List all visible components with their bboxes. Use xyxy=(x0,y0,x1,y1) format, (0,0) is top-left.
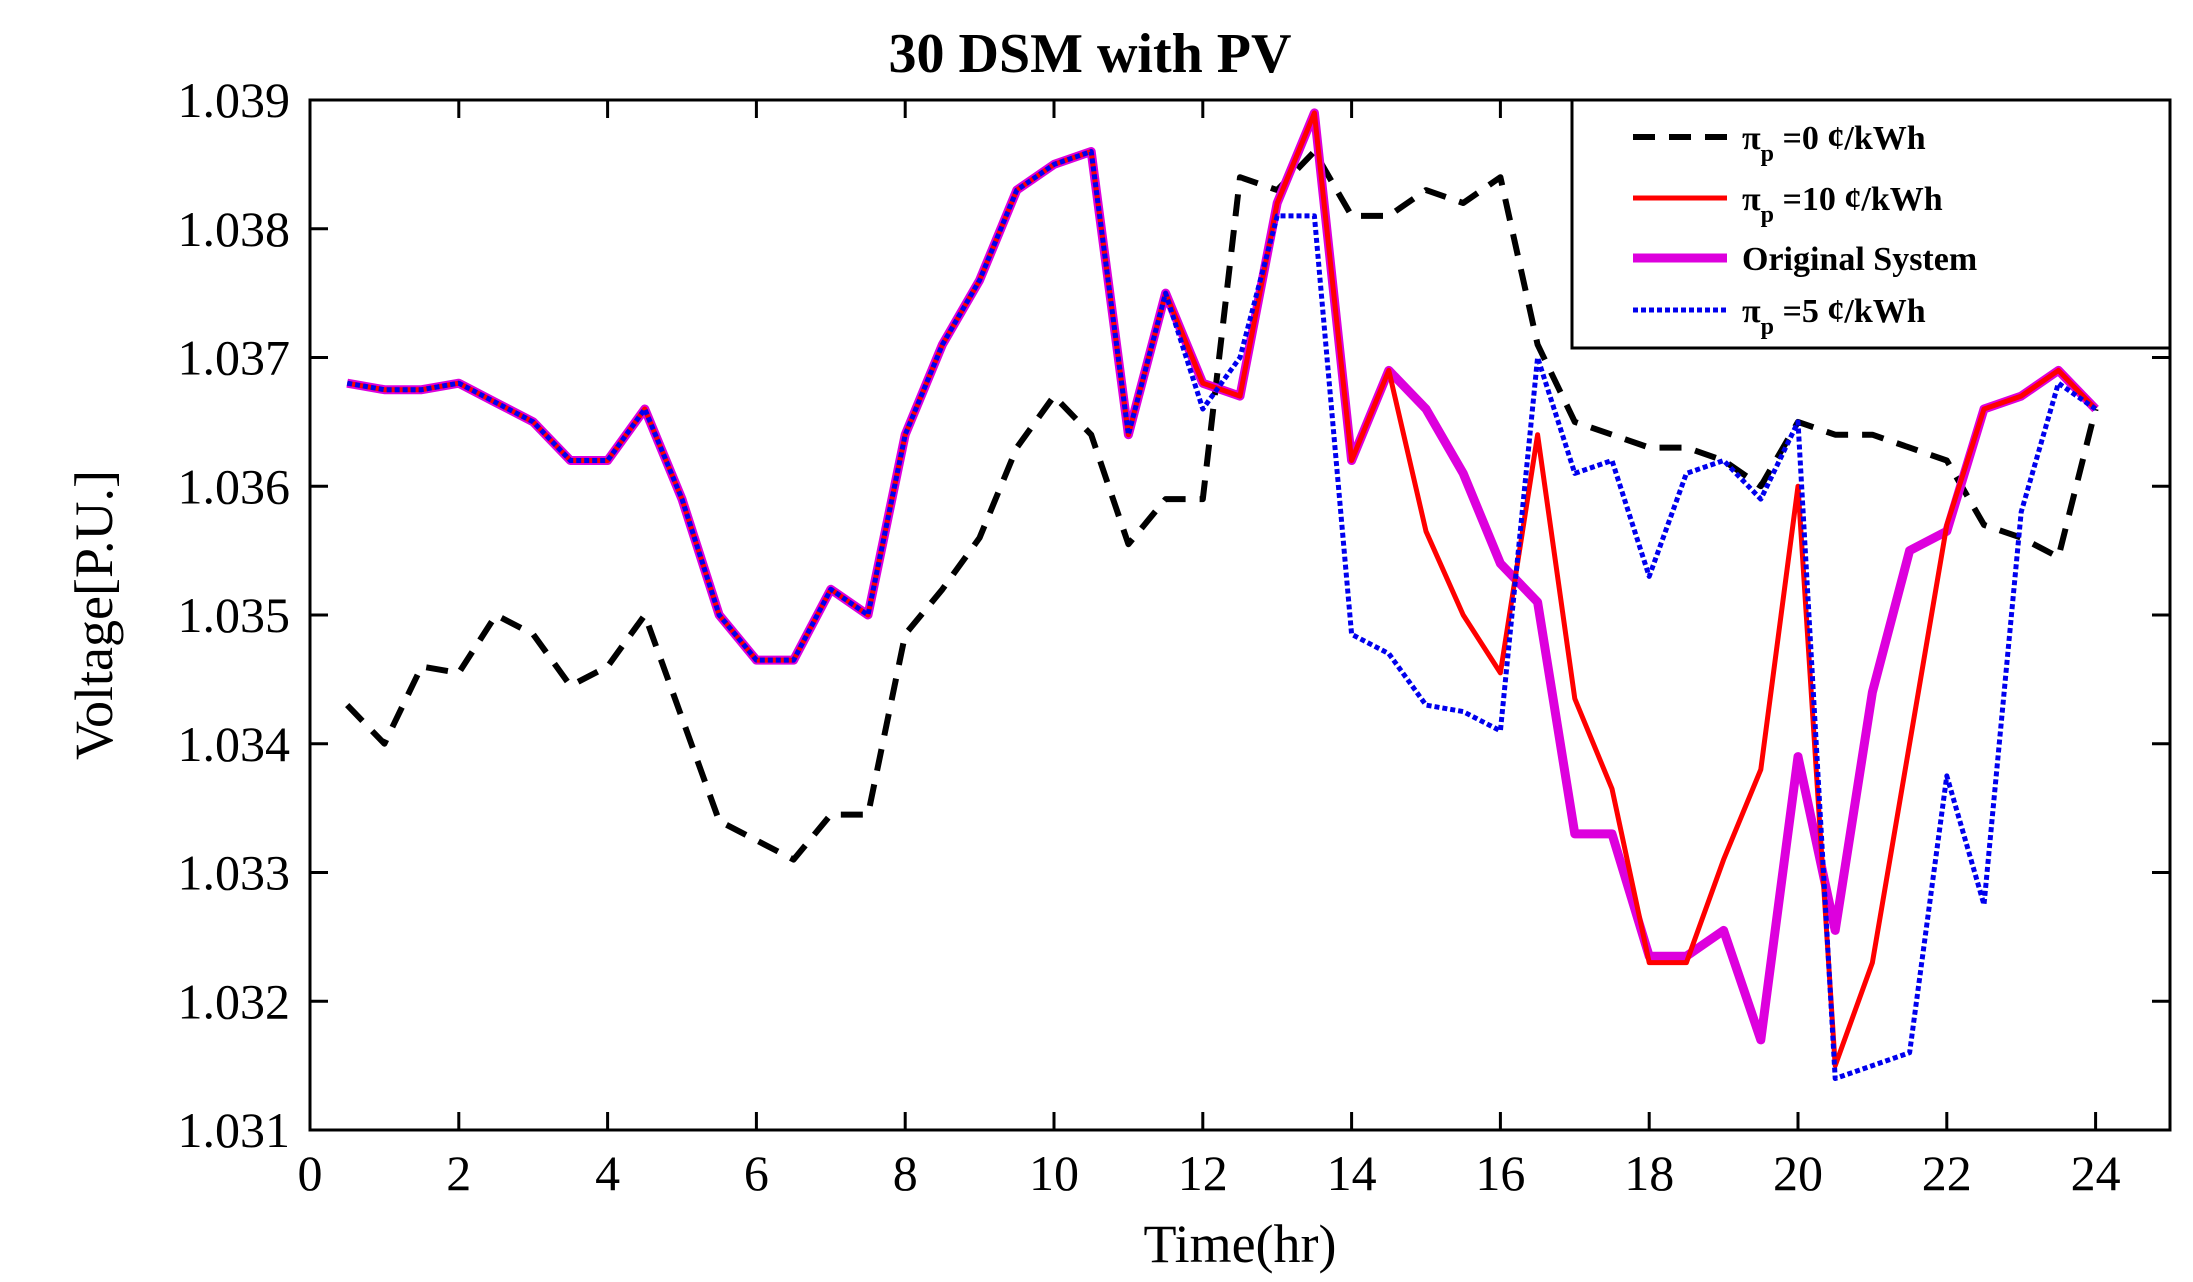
y-tick-label: 1.034 xyxy=(178,716,291,772)
x-tick-label: 24 xyxy=(2071,1145,2121,1201)
legend-label: πp =0 ¢/kWh xyxy=(1742,120,1926,167)
x-axis-label: Time(hr) xyxy=(1143,1214,1336,1274)
legend-label: Original System xyxy=(1742,241,1977,278)
series-line-1 xyxy=(345,148,2099,863)
y-axis-label: Voltage[P.U.] xyxy=(64,470,124,760)
ticks-layer: 0 2 4 6 8 10 12 14 16 18 20 22 241.0311.0321.0331.03… xyxy=(178,72,2170,1201)
x-tick-label: 14 xyxy=(1327,1145,1377,1201)
x-tick-label: 10 xyxy=(1029,1145,1079,1201)
series-layer xyxy=(345,108,2099,1081)
chart-title: 30 DSM with PV xyxy=(889,23,1292,85)
x-tick-label: 4 xyxy=(595,1145,620,1201)
series-line-4 xyxy=(346,149,2098,1081)
x-tick-label: 6 xyxy=(744,1145,769,1201)
legend: πp =0 ¢/kWh πp =10 ¢/kWh Original System πp… xyxy=(1570,98,2172,350)
x-tick-label: 12 xyxy=(1178,1145,1228,1201)
y-tick-label: 1.036 xyxy=(178,458,291,514)
y-tick-label: 1.032 xyxy=(178,973,291,1029)
x-tick-label: 18 xyxy=(1624,1145,1674,1201)
x-tick-label: 16 xyxy=(1475,1145,1525,1201)
y-tick-label: 1.039 xyxy=(178,72,291,128)
y-tick-label: 1.031 xyxy=(178,1102,291,1158)
x-tick-label: 22 xyxy=(1922,1145,1972,1201)
x-tick-label: 20 xyxy=(1773,1145,1823,1201)
y-tick-label: 1.033 xyxy=(178,845,291,901)
legend-box xyxy=(1570,98,2172,350)
y-tick-label: 1.037 xyxy=(178,330,291,386)
y-tick-label: 1.038 xyxy=(178,201,291,257)
x-tick-label: 0 xyxy=(298,1145,323,1201)
legend-label: πp =5 ¢/kWh xyxy=(1742,293,1926,340)
legend-label: πp =10 ¢/kWh xyxy=(1742,181,1943,228)
x-tick-label: 8 xyxy=(893,1145,918,1201)
y-tick-label: 1.035 xyxy=(178,587,291,643)
x-tick-label: 2 xyxy=(446,1145,471,1201)
